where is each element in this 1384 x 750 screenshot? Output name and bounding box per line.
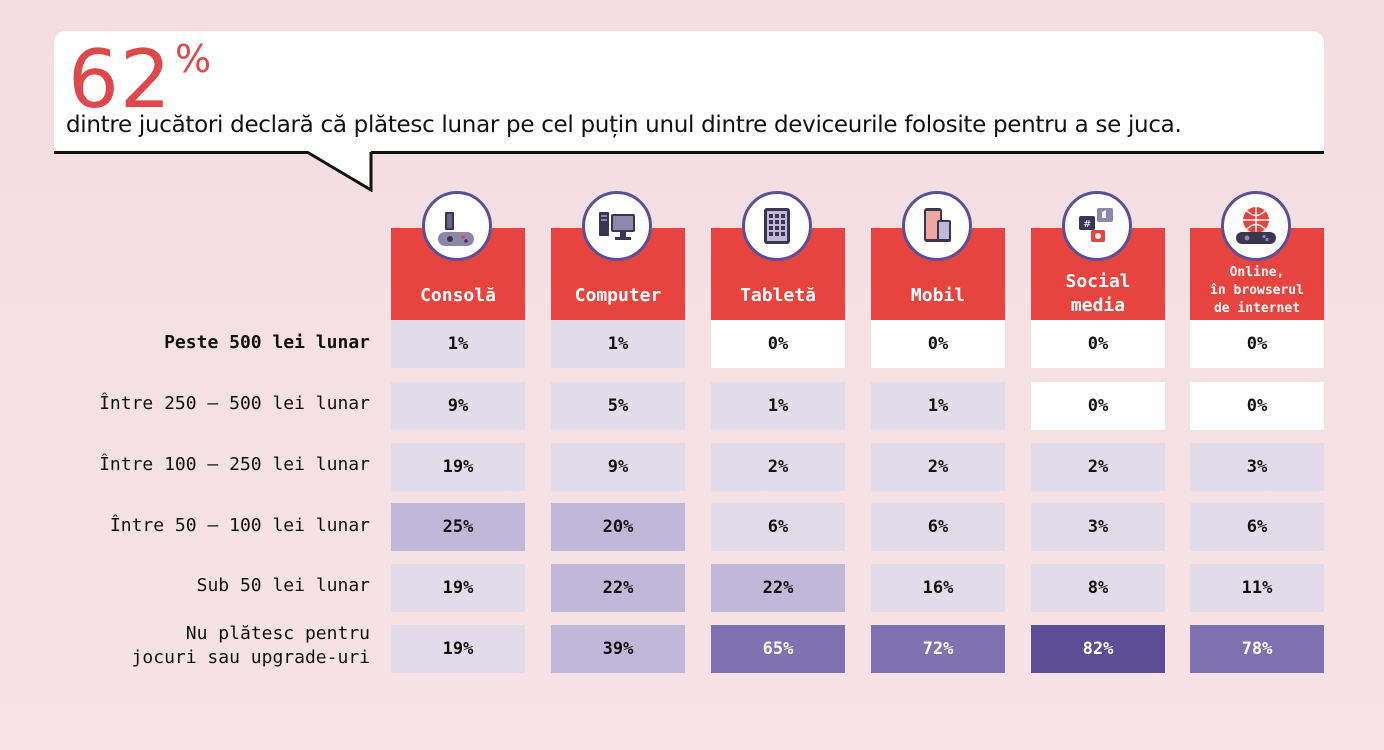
tablet-icon [742,191,812,261]
table-cell: 1% [711,382,845,430]
table-cell: 6% [1190,503,1324,551]
table-cell: 16% [871,564,1005,612]
table-cell: 82% [1031,625,1165,673]
table-cell: 0% [1190,382,1324,430]
table-cell: 0% [1031,382,1165,430]
column-header-tableta: Tabletă [711,228,845,320]
table-cell: 19% [391,564,525,612]
row-label: Nu plătesc pentru jocuri sau upgrade-uri [131,623,370,668]
column-header-label: Tabletă [740,285,816,306]
headline-value: 62 [68,33,172,126]
table-cell: 9% [551,443,685,491]
table-cell: 19% [391,625,525,673]
table-cell: 1% [551,320,685,368]
table-cell: 72% [871,625,1005,673]
row-label: Între 100 – 250 lei lunar [99,454,370,475]
table-cell: 78% [1190,625,1324,673]
column-header-label: Computer [574,285,662,306]
column-header-label: Mobil [910,285,966,306]
table-cell: 3% [1190,443,1324,491]
column-header-online-in-browserul-de-internet: Online, în browserul de internet [1190,228,1324,320]
social-media-icon: # [1062,191,1132,261]
table-cell: 1% [871,382,1005,430]
table-cell: 11% [1190,564,1324,612]
row-label: Între 50 – 100 lei lunar [109,515,370,536]
table-cell: 6% [871,503,1005,551]
table-cell: 22% [551,564,685,612]
console-gamepad-icon [422,191,492,261]
table-cell: 65% [711,625,845,673]
table-cell: 39% [551,625,685,673]
table-cell: 6% [711,503,845,551]
table-cell: 1% [391,320,525,368]
mobile-phone-icon [902,191,972,261]
table-cell: 20% [551,503,685,551]
table-cell: 25% [391,503,525,551]
table-cell: 9% [391,382,525,430]
headline-subtitle: dintre jucători declară că plătesc lunar… [66,112,1182,138]
desktop-computer-icon [582,191,652,261]
column-header-label: Consolă [420,285,496,306]
table-cell: 2% [1031,443,1165,491]
table-cell: 8% [1031,564,1165,612]
table-cell: 0% [1031,320,1165,368]
table-cell: 2% [871,443,1005,491]
online-globe-gamepad-icon [1221,191,1291,261]
callout-underline [54,151,1324,154]
table-cell: 0% [1190,320,1324,368]
column-header-mobil: Mobil [871,228,1005,320]
table-cell: 5% [551,382,685,430]
column-header-label: Social media [1065,271,1131,316]
callout-bubble [54,31,1324,153]
table-cell: 3% [1031,503,1165,551]
row-label: Sub 50 lei lunar [196,575,370,596]
svg-text:#: # [1083,219,1091,230]
row-label: Peste 500 lei lunar [164,332,370,353]
table-cell: 22% [711,564,845,612]
callout-tail [306,150,373,192]
table-cell: 2% [711,443,845,491]
table-cell: 0% [711,320,845,368]
row-label: Între 250 – 500 lei lunar [99,393,370,414]
headline-percent-sign: % [175,37,212,81]
table-cell: 19% [391,443,525,491]
table-cell: 0% [871,320,1005,368]
column-header-label: Online, în browserul de internet [1210,265,1304,316]
